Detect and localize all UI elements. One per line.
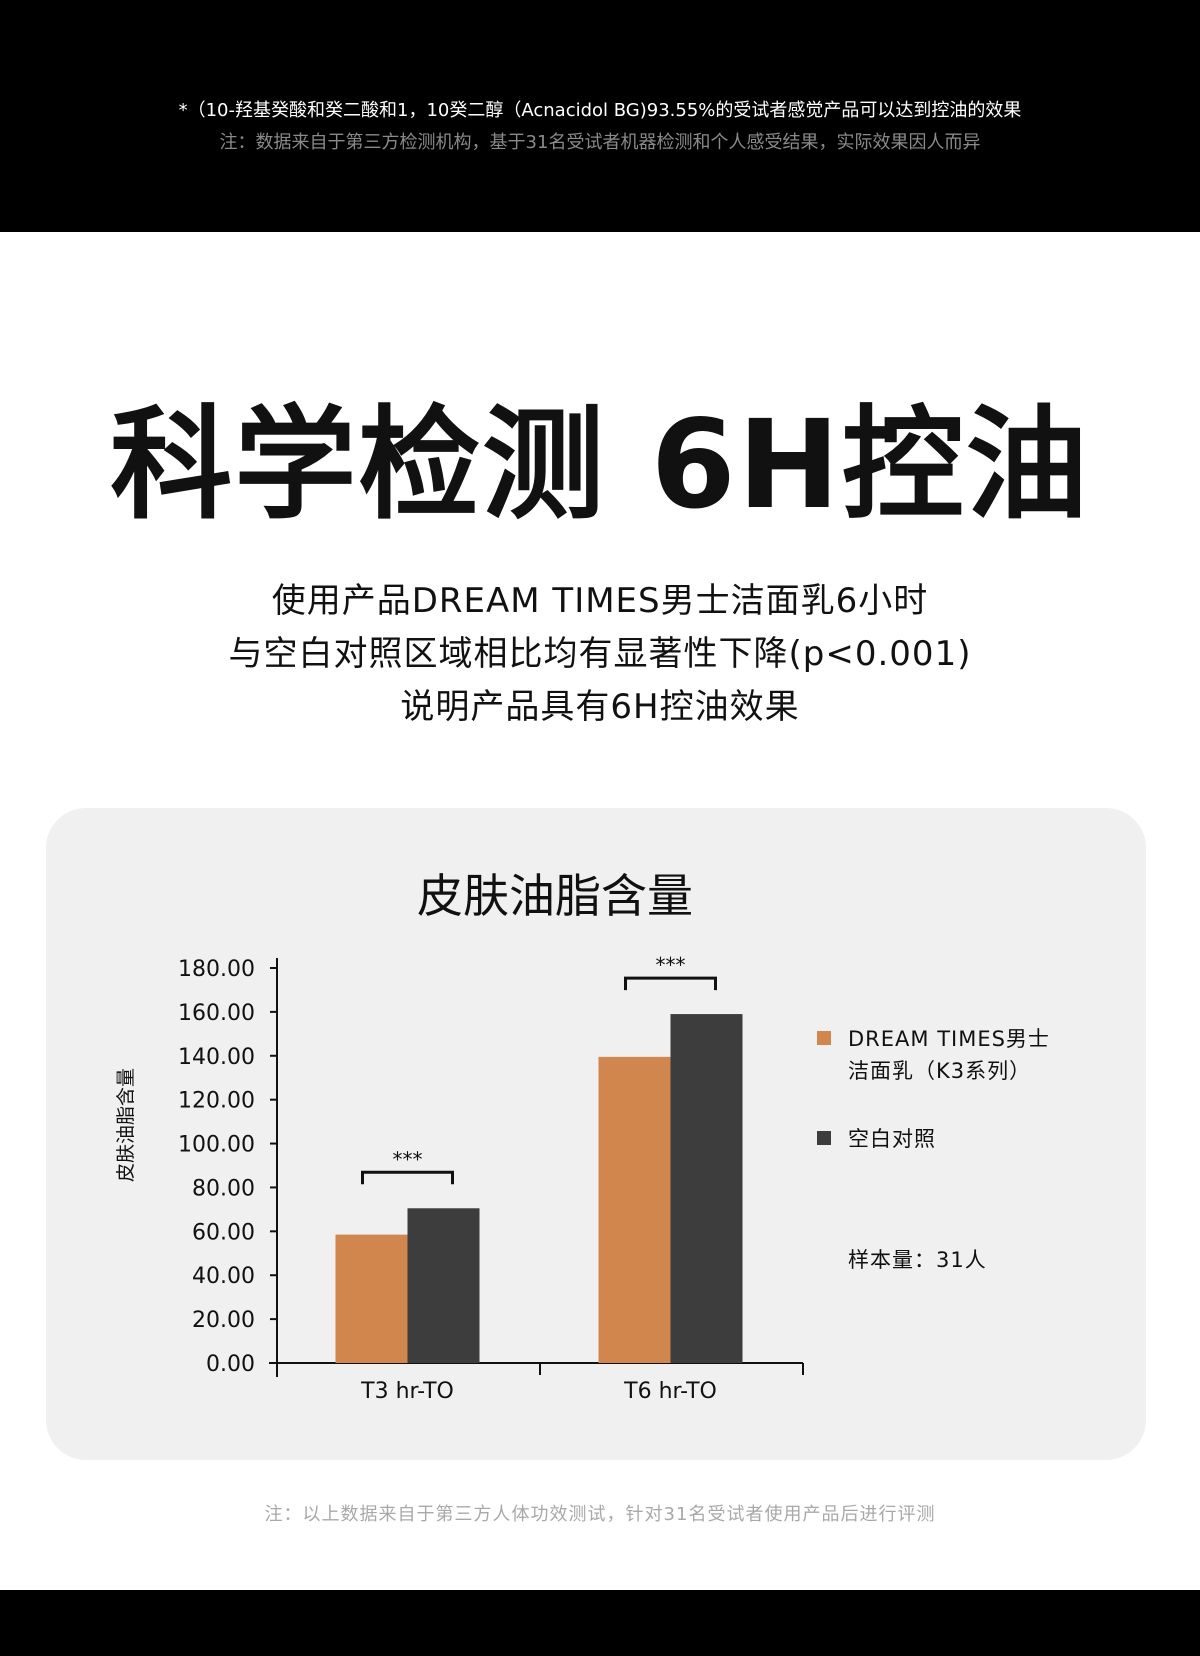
y-tick-label: 60.00 [192, 1220, 255, 1245]
y-tick-label: 140.00 [178, 1045, 255, 1070]
bar-product [335, 1234, 408, 1363]
page-title: 科学检测 6H控油 [110, 394, 1090, 536]
chart-title: 皮肤油脂含量 [417, 869, 693, 923]
legend-label: 洁面乳（K3系列） [848, 1059, 1031, 1083]
y-tick-label: 0.00 [206, 1352, 255, 1377]
y-tick-label: 80.00 [192, 1176, 255, 1201]
legend-label: DREAM TIMES男士 [848, 1027, 1050, 1051]
y-axis-label: 皮肤油脂含量 [115, 1068, 137, 1182]
y-tick-label: 120.00 [178, 1089, 255, 1114]
y-tick-label: 160.00 [178, 1001, 255, 1026]
subtitle-line-1: 使用产品DREAM TIMES男士洁面乳6小时 [271, 581, 929, 621]
top-banner [0, 0, 1200, 232]
bottom-banner [0, 1590, 1200, 1656]
y-tick-label: 100.00 [178, 1133, 255, 1158]
significance-bracket [624, 976, 717, 991]
bar-control [407, 1208, 480, 1363]
footer-note: 注：以上数据来自于第三方人体功效测试，针对31名受试者使用产品后进行评测 [264, 1504, 936, 1525]
sample-size-note: 样本量：31人 [848, 1248, 987, 1272]
subtitle-line-2: 与空白对照区域相比均有显著性下降(p<0.001) [228, 634, 972, 674]
bar-control [670, 1014, 743, 1363]
significance-label: *** [656, 953, 686, 977]
subtitle-line-3: 说明产品具有6H控油效果 [400, 687, 800, 727]
significance-label: *** [393, 1147, 423, 1171]
bar-product [598, 1056, 671, 1363]
x-tick-label: T3 hr-TO [360, 1379, 454, 1404]
y-tick-label: 20.00 [192, 1308, 255, 1333]
y-tick-label: 40.00 [192, 1264, 255, 1289]
footnote-source: 注：数据来自于第三方检测机构，基于31名受试者机器检测和个人感受结果，实际效果因… [219, 132, 981, 153]
y-tick-label: 180.00 [178, 957, 255, 982]
x-tick-label: T6 hr-TO [623, 1379, 717, 1404]
significance-bracket [361, 1170, 454, 1185]
legend-swatch-control [817, 1131, 831, 1145]
chart-card [46, 808, 1146, 1460]
legend-swatch-product [817, 1031, 831, 1045]
legend-label: 空白对照 [848, 1127, 936, 1151]
footnote-ingredient: *（10-羟基癸酸和癸二酸和1，10癸二醇（Acnacidol BG)93.55… [178, 100, 1022, 121]
